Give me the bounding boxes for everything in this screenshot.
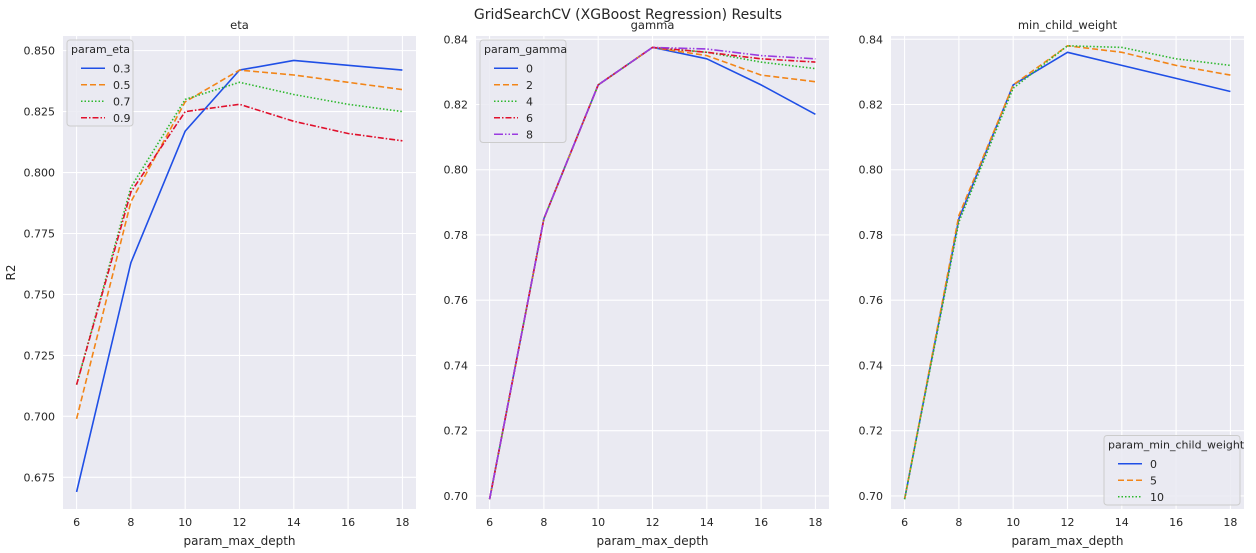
y-tick-label: 0.675 [24,471,56,484]
x-tick-label: 16 [1169,516,1183,529]
legend: param_eta 0.3 0.5 0.7 0.9 [66,39,134,127]
y-tick-label: 0.74 [859,359,884,372]
x-tick-label: 10 [591,516,605,529]
subplot-2: 0.70 0.72 0.74 0.76 0.78 0.80 0.82 0.84 6 8 10 12 14… [444,18,829,548]
series-line-0 [903,51,1231,500]
legend-title: param_gamma [484,43,567,56]
legend-item-label: 0 [526,62,533,75]
figure-title: GridSearchCV (XGBoost Regression) Result… [474,7,782,23]
y-tick-label: 0.72 [444,425,469,438]
x-tick-label: 18 [808,516,822,529]
y-tick-label: 0.82 [859,99,884,112]
subplot-1: 0.675 0.700 0.725 0.750 0.775 0.800 0.825 0.850… [4,18,416,548]
x-tick-label: 12 [646,516,660,529]
legend-item-label: 6 [526,112,533,125]
x-axis-label: param_max_depth [1011,534,1123,548]
legend: param_min_child_weight 0 5 10 [1103,435,1245,506]
x-axis-label: param_max_depth [183,534,295,548]
x-tick-label: 18 [1223,516,1237,529]
series-line-0.7 [75,81,403,385]
legend-title: param_min_child_weight [1108,439,1245,452]
y-tick-label: 0.78 [444,229,469,242]
legend-frame [66,39,134,127]
y-tick-label: 0.76 [859,294,884,307]
legend-item-label: 4 [526,95,533,108]
subplot-3: 0.70 0.72 0.74 0.76 0.78 0.80 0.82 0.84 6 8 10 12 14… [859,18,1245,548]
legend-item-label: 8 [526,128,533,141]
y-tick-label: 0.80 [444,164,469,177]
legend-frame [1103,435,1241,506]
x-tick-label: 8 [955,516,962,529]
y-tick-label: 0.850 [24,45,56,58]
x-tick-label: 8 [540,516,547,529]
x-tick-label: 6 [73,516,80,529]
y-tick-label: 0.72 [859,425,884,438]
legend-item-label: 0.9 [113,112,131,125]
legend-item-label: 0.5 [113,79,131,92]
x-tick-label: 18 [395,516,409,529]
y-axis-label: R2 [4,265,18,281]
subplot-grid: 0.6750.7000.7250.7500.7750.8000.8250.850… [4,18,1245,548]
x-tick-label: 16 [754,516,768,529]
series-line-6 [488,46,816,500]
x-tick-label: 6 [486,516,493,529]
legend: param_gamma 0 2 4 6 8 [479,39,567,143]
x-tick-label: 14 [1115,516,1129,529]
x-tick-label: 16 [341,516,355,529]
y-tick-label: 0.700 [24,410,56,423]
y-tick-label: 0.84 [859,33,884,46]
legend-item-label: 10 [1150,491,1164,504]
y-tick-label: 0.82 [444,99,469,112]
x-tick-label: 12 [1061,516,1075,529]
legend-item-label: 2 [526,79,533,92]
legend-title: param_eta [71,43,130,56]
x-axis-label: param_max_depth [596,534,708,548]
legend-frame [479,39,567,143]
y-tick-label: 0.725 [24,349,56,362]
y-tick-label: 0.74 [444,359,469,372]
y-tick-label: 0.775 [24,227,56,240]
legend-item-label: 0.7 [113,95,131,108]
series-line-0.9 [75,103,403,385]
y-tick-label: 0.70 [859,490,884,503]
y-tick-label: 0.825 [24,106,56,119]
y-tick-label: 0.800 [24,167,56,180]
x-tick-label: 14 [700,516,714,529]
y-tick-label: 0.70 [444,490,469,503]
x-tick-label: 6 [901,516,908,529]
legend-item-label: 0 [1150,458,1157,471]
series-line-0.5 [75,69,403,419]
series-line-10 [903,44,1231,500]
y-tick-label: 0.78 [859,229,884,242]
x-tick-label: 8 [127,516,134,529]
subplot-title: min_child_weight [1018,18,1118,32]
series-line-5 [903,44,1231,500]
series-line-4 [488,46,816,500]
series-line-8 [488,46,816,500]
x-tick-label: 14 [287,516,301,529]
x-tick-label: 10 [178,516,192,529]
subplot-title: eta [230,18,249,32]
x-tick-label: 10 [1006,516,1020,529]
y-tick-label: 0.80 [859,164,884,177]
legend-item-label: 5 [1150,474,1157,487]
y-tick-label: 0.750 [24,288,56,301]
legend-item-label: 0.3 [113,62,131,75]
subplot-title: gamma [631,18,675,32]
y-tick-label: 0.84 [444,33,469,46]
y-tick-label: 0.76 [444,294,469,307]
x-tick-label: 12 [233,516,247,529]
